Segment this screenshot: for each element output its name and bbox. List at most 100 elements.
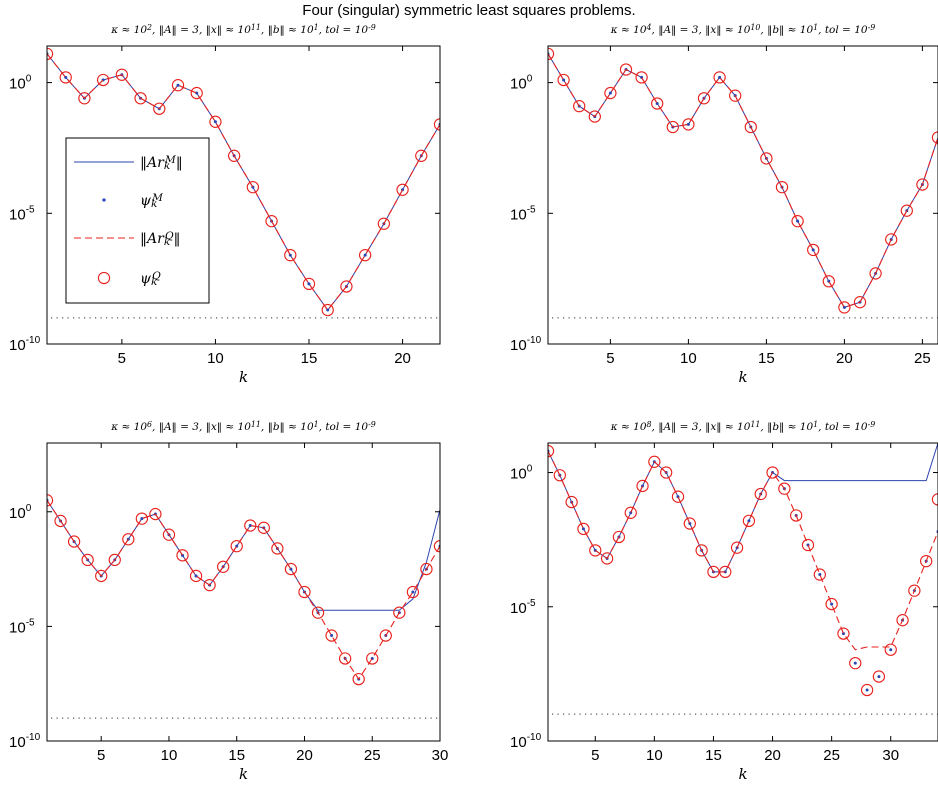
legend-swatch-qlp-circle — [97, 271, 111, 285]
marker-dot-minres — [330, 634, 334, 638]
x-tick-label: 5 — [97, 747, 105, 764]
marker-circle-qlp — [189, 569, 203, 583]
marker-circle-qlp — [573, 99, 586, 113]
marker-circle-qlp — [697, 92, 711, 105]
series-line-qlp — [47, 53, 440, 311]
marker-circle-qlp — [651, 97, 664, 110]
marker-dot-minres — [877, 675, 881, 679]
marker-circle-qlp — [366, 652, 379, 665]
marker-circle-qlp — [244, 519, 257, 532]
x-tick-label: 20 — [836, 350, 853, 367]
marker-dot-minres — [830, 602, 834, 606]
x-axis-label: k — [239, 368, 248, 386]
marker-circle-qlp — [635, 71, 648, 84]
x-tick-label: 15 — [228, 747, 245, 764]
x-tick-label: 10 — [680, 350, 697, 367]
marker-circle-qlp — [265, 214, 278, 228]
marker-circle-qlp — [176, 549, 189, 562]
axes-frame — [46, 45, 441, 345]
marker-dot-minres — [853, 661, 857, 665]
marker-circle-qlp — [682, 118, 695, 131]
marker-circle-qlp — [81, 553, 94, 567]
marker-dot-minres — [889, 648, 893, 652]
marker-circle-qlp — [813, 568, 826, 581]
series-line-minres — [47, 500, 440, 611]
marker-circle-qlp — [162, 528, 176, 541]
marker-circle-qlp — [325, 629, 338, 642]
marker-circle-qlp — [742, 514, 756, 528]
marker-circle-qlp — [377, 217, 391, 230]
marker-circle-qlp — [791, 214, 804, 228]
marker-circle-qlp — [849, 656, 862, 670]
subplot-1: 5 10 15 20 100 10-5 10-10 k κ ≈ 102, ‖A‖ = 3, ‖x… — [9, 23, 441, 386]
marker-circle-qlp — [135, 512, 149, 525]
marker-dot-minres — [562, 78, 566, 82]
marker-circle-qlp — [358, 248, 372, 262]
marker-dot-minres — [796, 219, 800, 223]
marker-circle-qlp — [838, 301, 851, 314]
marker-circle-qlp — [778, 482, 791, 495]
x-tick-label: 10 — [161, 747, 178, 764]
marker-circle-qlp — [209, 115, 222, 128]
x-tick-label: 30 — [432, 747, 449, 764]
y-tick-label: 10-10 — [510, 732, 542, 751]
marker-circle-qlp — [648, 455, 661, 468]
x-tick-label: 5 — [118, 350, 126, 367]
marker-circle-qlp — [420, 562, 433, 576]
marker-dot-minres — [686, 122, 690, 126]
marker-dot-minres — [581, 527, 585, 531]
subplot-title: κ ≈ 102, ‖A‖ = 3, ‖x‖ ≈ 1011, ‖b‖ ≈ 101,… — [110, 23, 375, 37]
marker-dot-minres — [747, 519, 751, 523]
x-tick-label: 15 — [301, 350, 318, 367]
series-line-qlp — [548, 53, 938, 309]
y-tick-label: 100 — [510, 74, 533, 93]
y-tick-label: 100 — [9, 74, 32, 93]
marker-dot-minres — [248, 524, 252, 528]
marker-circle-qlp — [393, 606, 406, 619]
plot-area — [47, 494, 440, 686]
marker-circle-qlp — [153, 102, 166, 115]
y-tick-label: 100 — [9, 503, 32, 522]
x-tick-label: 15 — [705, 747, 722, 764]
marker-circle-qlp — [707, 565, 720, 579]
marker-circle-qlp — [302, 277, 316, 291]
marker-circle-qlp — [683, 517, 696, 530]
x-tick-label: 20 — [764, 747, 781, 764]
marker-circle-qlp — [860, 683, 874, 697]
y-tick-label: 10-10 — [510, 335, 542, 354]
marker-dot-minres — [865, 688, 869, 692]
marker-circle-qlp — [931, 131, 938, 144]
legend-box — [65, 137, 210, 304]
marker-circle-qlp — [729, 89, 742, 102]
marker-circle-qlp — [415, 149, 428, 162]
marker-circle-qlp — [171, 79, 185, 92]
y-tick-label: 10-10 — [9, 732, 41, 751]
marker-circle-qlp — [340, 280, 353, 293]
marker-circle-qlp — [853, 296, 867, 309]
marker-circle-qlp — [321, 303, 334, 317]
marker-circle-qlp — [78, 92, 91, 105]
marker-dot-minres — [811, 248, 815, 252]
marker-circle-qlp — [896, 614, 909, 627]
marker-circle-qlp — [59, 71, 72, 84]
marker-dot-minres — [655, 102, 659, 106]
marker-circle-qlp — [908, 584, 921, 597]
marker-circle-qlp — [624, 506, 637, 519]
marker-circle-qlp — [619, 63, 633, 76]
marker-circle-qlp — [557, 73, 570, 87]
legend-label: ‖ArkM‖ — [140, 154, 183, 173]
marker-circle-qlp — [744, 120, 757, 134]
marker-circle-qlp — [822, 275, 835, 288]
axes-frame — [547, 45, 938, 345]
x-tick-label: 15 — [758, 350, 775, 367]
marker-circle-qlp — [115, 68, 129, 81]
marker-circle-qlp — [217, 560, 230, 573]
marker-dot-minres — [818, 573, 822, 577]
legend-label: ‖ArkQ‖ — [140, 230, 181, 249]
marker-circle-qlp — [869, 267, 882, 280]
marker-circle-qlp — [589, 544, 602, 557]
legend-label: ψkQ — [140, 270, 161, 289]
marker-circle-qlp — [284, 562, 298, 576]
marker-circle-qlp — [577, 522, 590, 536]
